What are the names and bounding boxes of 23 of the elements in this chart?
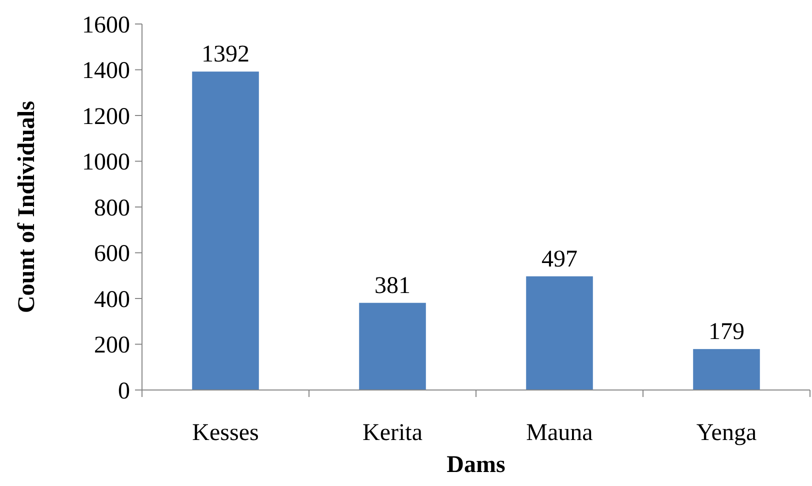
y-axis-title: Count of Individuals (14, 100, 40, 314)
y-tick-label: 1000 (82, 150, 130, 176)
y-tick-label: 200 (94, 332, 130, 359)
y-tick-label: 800 (94, 195, 130, 222)
bar (693, 349, 760, 390)
y-tick-label: 400 (94, 286, 130, 313)
x-tick-label: Kesses (192, 420, 259, 446)
x-axis-title: Dams (446, 452, 506, 478)
bar (526, 276, 593, 390)
data-label: 497 (542, 246, 578, 272)
x-tick-label: Mauna (526, 420, 594, 446)
data-label: 1392 (202, 42, 250, 68)
data-label: 179 (708, 319, 744, 346)
data-label: 381 (374, 272, 410, 299)
y-tick-label: 600 (94, 241, 130, 268)
y-tick-label: 1600 (82, 12, 130, 38)
bar (192, 72, 259, 390)
x-tick-label: Kerita (362, 420, 423, 446)
y-tick-label: 1200 (82, 104, 130, 130)
y-tick-label: 0 (118, 378, 130, 404)
bar (359, 302, 426, 390)
x-tick-label: Yenga (696, 420, 757, 446)
y-tick-label: 1400 (82, 58, 130, 84)
